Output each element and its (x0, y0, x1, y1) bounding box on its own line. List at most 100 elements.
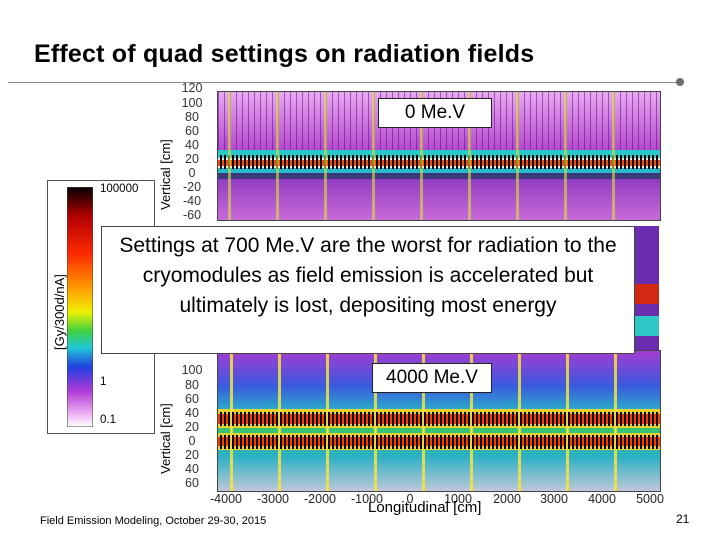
bottom-y-tick: 0 (188, 434, 196, 448)
map-texture-stripe (548, 92, 549, 150)
map-texture-dash (392, 155, 394, 169)
map-texture-dash (344, 435, 346, 449)
map-texture-dash (244, 435, 246, 449)
map-texture-dash (548, 435, 550, 449)
map-texture-dash (504, 155, 506, 169)
map-texture-dash (528, 155, 530, 169)
map-texture-dash (260, 435, 262, 449)
map-texture-dash (616, 435, 618, 449)
map-texture-dash (304, 155, 306, 169)
bottom-y-tick: 60 (185, 476, 199, 490)
map-texture-dash (592, 412, 594, 426)
map-texture-dash (620, 412, 622, 426)
map-texture-dash (516, 435, 518, 449)
map-texture-dash (560, 435, 562, 449)
map-texture-dash (644, 435, 646, 449)
map-texture-dash (452, 435, 454, 449)
callout-text: Settings at 700 Me.V are the worst for r… (101, 226, 635, 354)
map-texture-dash (440, 412, 442, 426)
map-texture-stripe (320, 92, 321, 150)
map-texture-dash (472, 155, 474, 169)
map-texture-dash (552, 412, 554, 426)
map-texture-dash (496, 155, 498, 169)
map-texture-dash (332, 155, 334, 169)
map-texture-dash (260, 412, 262, 426)
x-tick: -1000 (351, 492, 383, 506)
map-texture-dash (468, 412, 470, 426)
map-texture-dash (320, 412, 322, 426)
map-texture-dash (580, 155, 582, 169)
map-texture-dash (476, 435, 478, 449)
map-texture-dash (436, 155, 438, 169)
bottom-y-tick: 80 (185, 378, 199, 392)
map-texture-dash (636, 412, 638, 426)
map-texture-dash (376, 435, 378, 449)
map-texture-stripe (290, 92, 291, 150)
map-texture-stripe (620, 92, 621, 150)
map-texture-stripe (236, 92, 237, 150)
map-texture-dash (288, 155, 290, 169)
map-texture-dash (232, 412, 234, 426)
map-texture-dash (636, 155, 638, 169)
map-texture-dash (572, 435, 574, 449)
map-texture-dash (440, 155, 442, 169)
map-texture-dash (596, 412, 598, 426)
map-texture-dash (532, 435, 534, 449)
map-texture-dash (284, 155, 286, 169)
map-texture-dash (316, 435, 318, 449)
map-texture-dash (604, 155, 606, 169)
map-texture-dash (376, 412, 378, 426)
map-texture-dash (392, 412, 394, 426)
map-texture-dash (580, 435, 582, 449)
map-texture-dash (556, 155, 558, 169)
map-texture-dash (636, 435, 638, 449)
map-texture-stripe (362, 92, 363, 150)
map-texture-dash (368, 435, 370, 449)
colorbar-tick: 0.1 (100, 414, 116, 426)
map-texture-dash (380, 435, 382, 449)
map-texture-dash (448, 435, 450, 449)
map-texture-dash (244, 155, 246, 169)
map-texture-dash (396, 412, 398, 426)
map-texture-dash (300, 435, 302, 449)
map-texture-dash (288, 435, 290, 449)
map-texture-dash (492, 435, 494, 449)
map-texture-dash (376, 155, 378, 169)
map-texture-stripe (506, 92, 507, 150)
map-texture-dash (308, 155, 310, 169)
map-texture-dash (220, 435, 222, 449)
map-texture-dash (340, 155, 342, 169)
map-texture-dash (228, 435, 230, 449)
map-texture-dash (372, 435, 374, 449)
map-texture-dash (520, 412, 522, 426)
map-texture-dash (656, 155, 658, 169)
map-texture-stripe (254, 92, 255, 150)
bottom-map-svg (218, 351, 660, 491)
map-texture-dash (224, 155, 226, 169)
map-texture-dash (416, 412, 418, 426)
x-tick: -3000 (257, 492, 289, 506)
map-texture-dash (412, 155, 414, 169)
map-texture-dash (408, 412, 410, 426)
map-texture-dash (488, 412, 490, 426)
map-texture-dash (244, 412, 246, 426)
map-texture-dash (220, 412, 222, 426)
map-texture-dash (240, 435, 242, 449)
map-texture-dash (536, 155, 538, 169)
map-texture-marker (276, 92, 279, 220)
map-texture-dash (224, 412, 226, 426)
colorbar-tick: 100000 (100, 183, 139, 195)
map-texture-dash (384, 412, 386, 426)
map-texture-marker (228, 92, 231, 220)
map-texture-dash (620, 155, 622, 169)
map-texture-dash (416, 155, 418, 169)
map-texture-dash (600, 412, 602, 426)
map-texture-spike (326, 351, 329, 491)
bottom-y-ticks: 100 80 60 40 20 0 20 40 60 (172, 350, 216, 490)
map-texture-dash (596, 435, 598, 449)
top-y-tick: 20 (185, 152, 199, 166)
map-texture-dash (344, 412, 346, 426)
map-texture-dash (476, 412, 478, 426)
map-texture-dash (408, 435, 410, 449)
map-texture-stripe (542, 92, 543, 150)
